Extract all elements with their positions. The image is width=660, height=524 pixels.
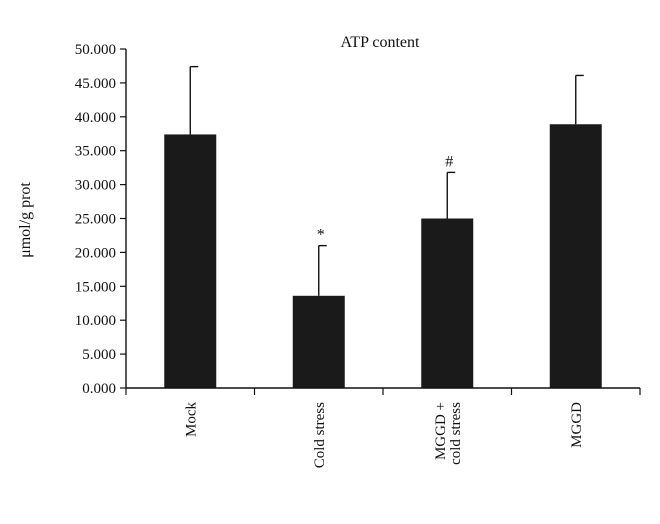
bars [164, 124, 602, 389]
y-tick-label: 0.000 [82, 381, 116, 397]
axes [125, 49, 641, 395]
x-tick-label: Cold stress [312, 402, 328, 468]
y-tick-label: 5.000 [82, 347, 116, 363]
bar [292, 295, 345, 388]
x-tick-label: MGGD [569, 402, 585, 448]
y-tick-label: 30.000 [75, 178, 116, 194]
y-axis-label: μmol/g prot [17, 182, 34, 258]
y-tick-label: 25.000 [75, 212, 116, 228]
y-tick-label: 40.000 [75, 110, 116, 126]
significance-marker: # [445, 153, 453, 170]
chart-title: ATP content [341, 34, 421, 51]
y-tick-label: 15.000 [75, 279, 116, 295]
y-tick-label: 20.000 [75, 245, 116, 261]
x-tick-label: Mock [183, 402, 199, 437]
significance-marker: * [317, 227, 325, 244]
y-tick-label: 45.000 [75, 76, 116, 92]
y-axis-ticks: 0.000 5.000 10.000 15.000 20.000 25.000 30.000… [75, 42, 126, 397]
bar [549, 124, 602, 389]
y-tick-label: 35.000 [75, 144, 116, 160]
x-axis-labels: Mock Cold stress MGGD +cold stress MGGD [183, 402, 585, 469]
bar [421, 218, 474, 388]
y-tick-label: 50.000 [75, 42, 116, 58]
y-tick-label: 10.000 [75, 313, 116, 329]
bar [164, 134, 217, 388]
significance-annotations: *# [317, 153, 454, 243]
error-bars [189, 65, 584, 296]
x-tick-label: MGGD +cold stress [433, 402, 464, 465]
